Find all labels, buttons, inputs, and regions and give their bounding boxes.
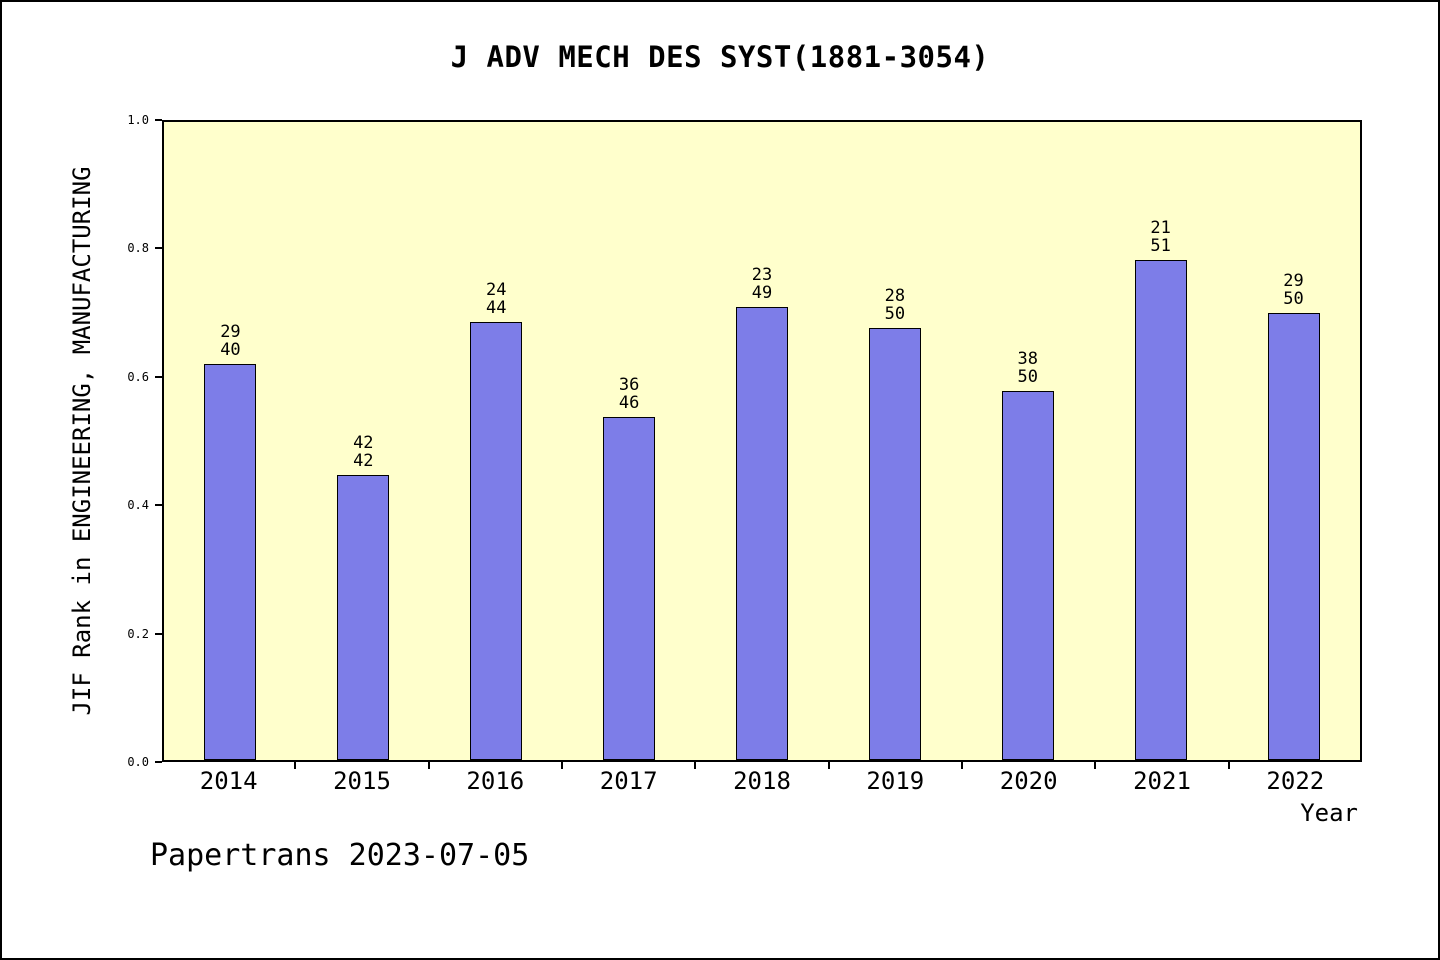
bar-2018 (735, 307, 788, 760)
footer-text: Papertrans 2023-07-05 (150, 838, 530, 873)
chart-title: J ADV MECH DES SYST(1881-3054) (450, 40, 990, 74)
bar-value-label-2022: 29 50 (1283, 271, 1304, 310)
bar-slot-2020: 38 50 (961, 122, 1094, 760)
bar-value-label-2017: 36 46 (618, 374, 640, 413)
x-axis-ticks: 2014 2015 2016 2017 2018 2019 2020 2021 2022 (162, 762, 1362, 832)
bar-value-label-2019: 28 50 (884, 286, 906, 325)
y-tick-label: 0.8 (127, 241, 149, 256)
x-tick-label-2020: 2020 (999, 767, 1058, 795)
y-tick-label: 0.2 (127, 626, 149, 641)
bar-2017 (603, 416, 656, 760)
x-tick-mark (427, 762, 430, 769)
bar-value-label-2015: 42 42 (353, 432, 374, 471)
bar-2015 (337, 474, 390, 760)
x-tick-mark (961, 762, 963, 769)
bar-2020 (1001, 391, 1054, 760)
bar-value-label-2018: 23 49 (751, 265, 773, 304)
bar-slot-2019: 28 50 (828, 122, 961, 760)
bar-2016 (470, 322, 523, 760)
y-axis-ticks: 0.0 0.2 0.4 0.6 0.8 1.0 (2, 113, 162, 769)
x-tick-label-2017: 2017 (599, 767, 658, 795)
y-tick-mark (155, 504, 162, 507)
bar-slot-2016: 24 44 (430, 122, 563, 760)
bar-slot-2015: 42 42 (297, 122, 430, 760)
x-axis-label: Year (1300, 799, 1358, 827)
bar-2022 (1267, 313, 1320, 760)
x-tick-mark (827, 762, 830, 769)
bar-slot-2018: 23 49 (696, 122, 829, 760)
y-tick-label: 1.0 (127, 113, 149, 127)
bar-slot-2014: 29 40 (164, 122, 297, 760)
y-tick-label: 0.0 (127, 755, 149, 769)
bar-2014 (204, 364, 257, 760)
bar-value-label-2016: 24 44 (485, 280, 507, 319)
bar-value-label-2020: 38 50 (1017, 349, 1039, 388)
x-tick-mark (1227, 762, 1230, 769)
y-tick-mark (155, 761, 162, 763)
plot-area: 29 40 42 42 24 44 36 46 23 49 28 50 38 50 21 51 29 50 (162, 120, 1362, 762)
bar-2019 (868, 328, 921, 760)
x-tick-label-2015: 2015 (333, 767, 391, 795)
x-tick-mark (694, 762, 697, 769)
x-tick-label-2018: 2018 (733, 767, 791, 795)
bar-value-label-2014: 29 40 (220, 322, 241, 361)
bar-2021 (1134, 259, 1187, 760)
x-tick-label-2019: 2019 (866, 767, 925, 795)
y-tick-label: 0.4 (127, 498, 149, 513)
x-tick-label-2022: 2022 (1266, 767, 1325, 795)
x-tick-label-2014: 2014 (199, 767, 258, 795)
y-tick-mark (155, 119, 162, 121)
x-tick-label-2021: 2021 (1133, 767, 1191, 795)
bar-slot-2022: 29 50 (1227, 122, 1360, 760)
y-tick-mark (155, 247, 162, 250)
x-tick-mark (294, 762, 297, 769)
bar-value-label-2021: 21 51 (1150, 217, 1171, 256)
y-tick-label: 0.6 (127, 369, 149, 384)
y-tick-mark (155, 632, 162, 635)
bar-slot-2021: 21 51 (1094, 122, 1227, 760)
x-tick-mark (561, 762, 563, 769)
bar-slot-2017: 36 46 (563, 122, 696, 760)
y-tick-mark (155, 375, 162, 378)
x-tick-mark (1094, 762, 1097, 769)
x-tick-label-2016: 2016 (466, 767, 525, 795)
